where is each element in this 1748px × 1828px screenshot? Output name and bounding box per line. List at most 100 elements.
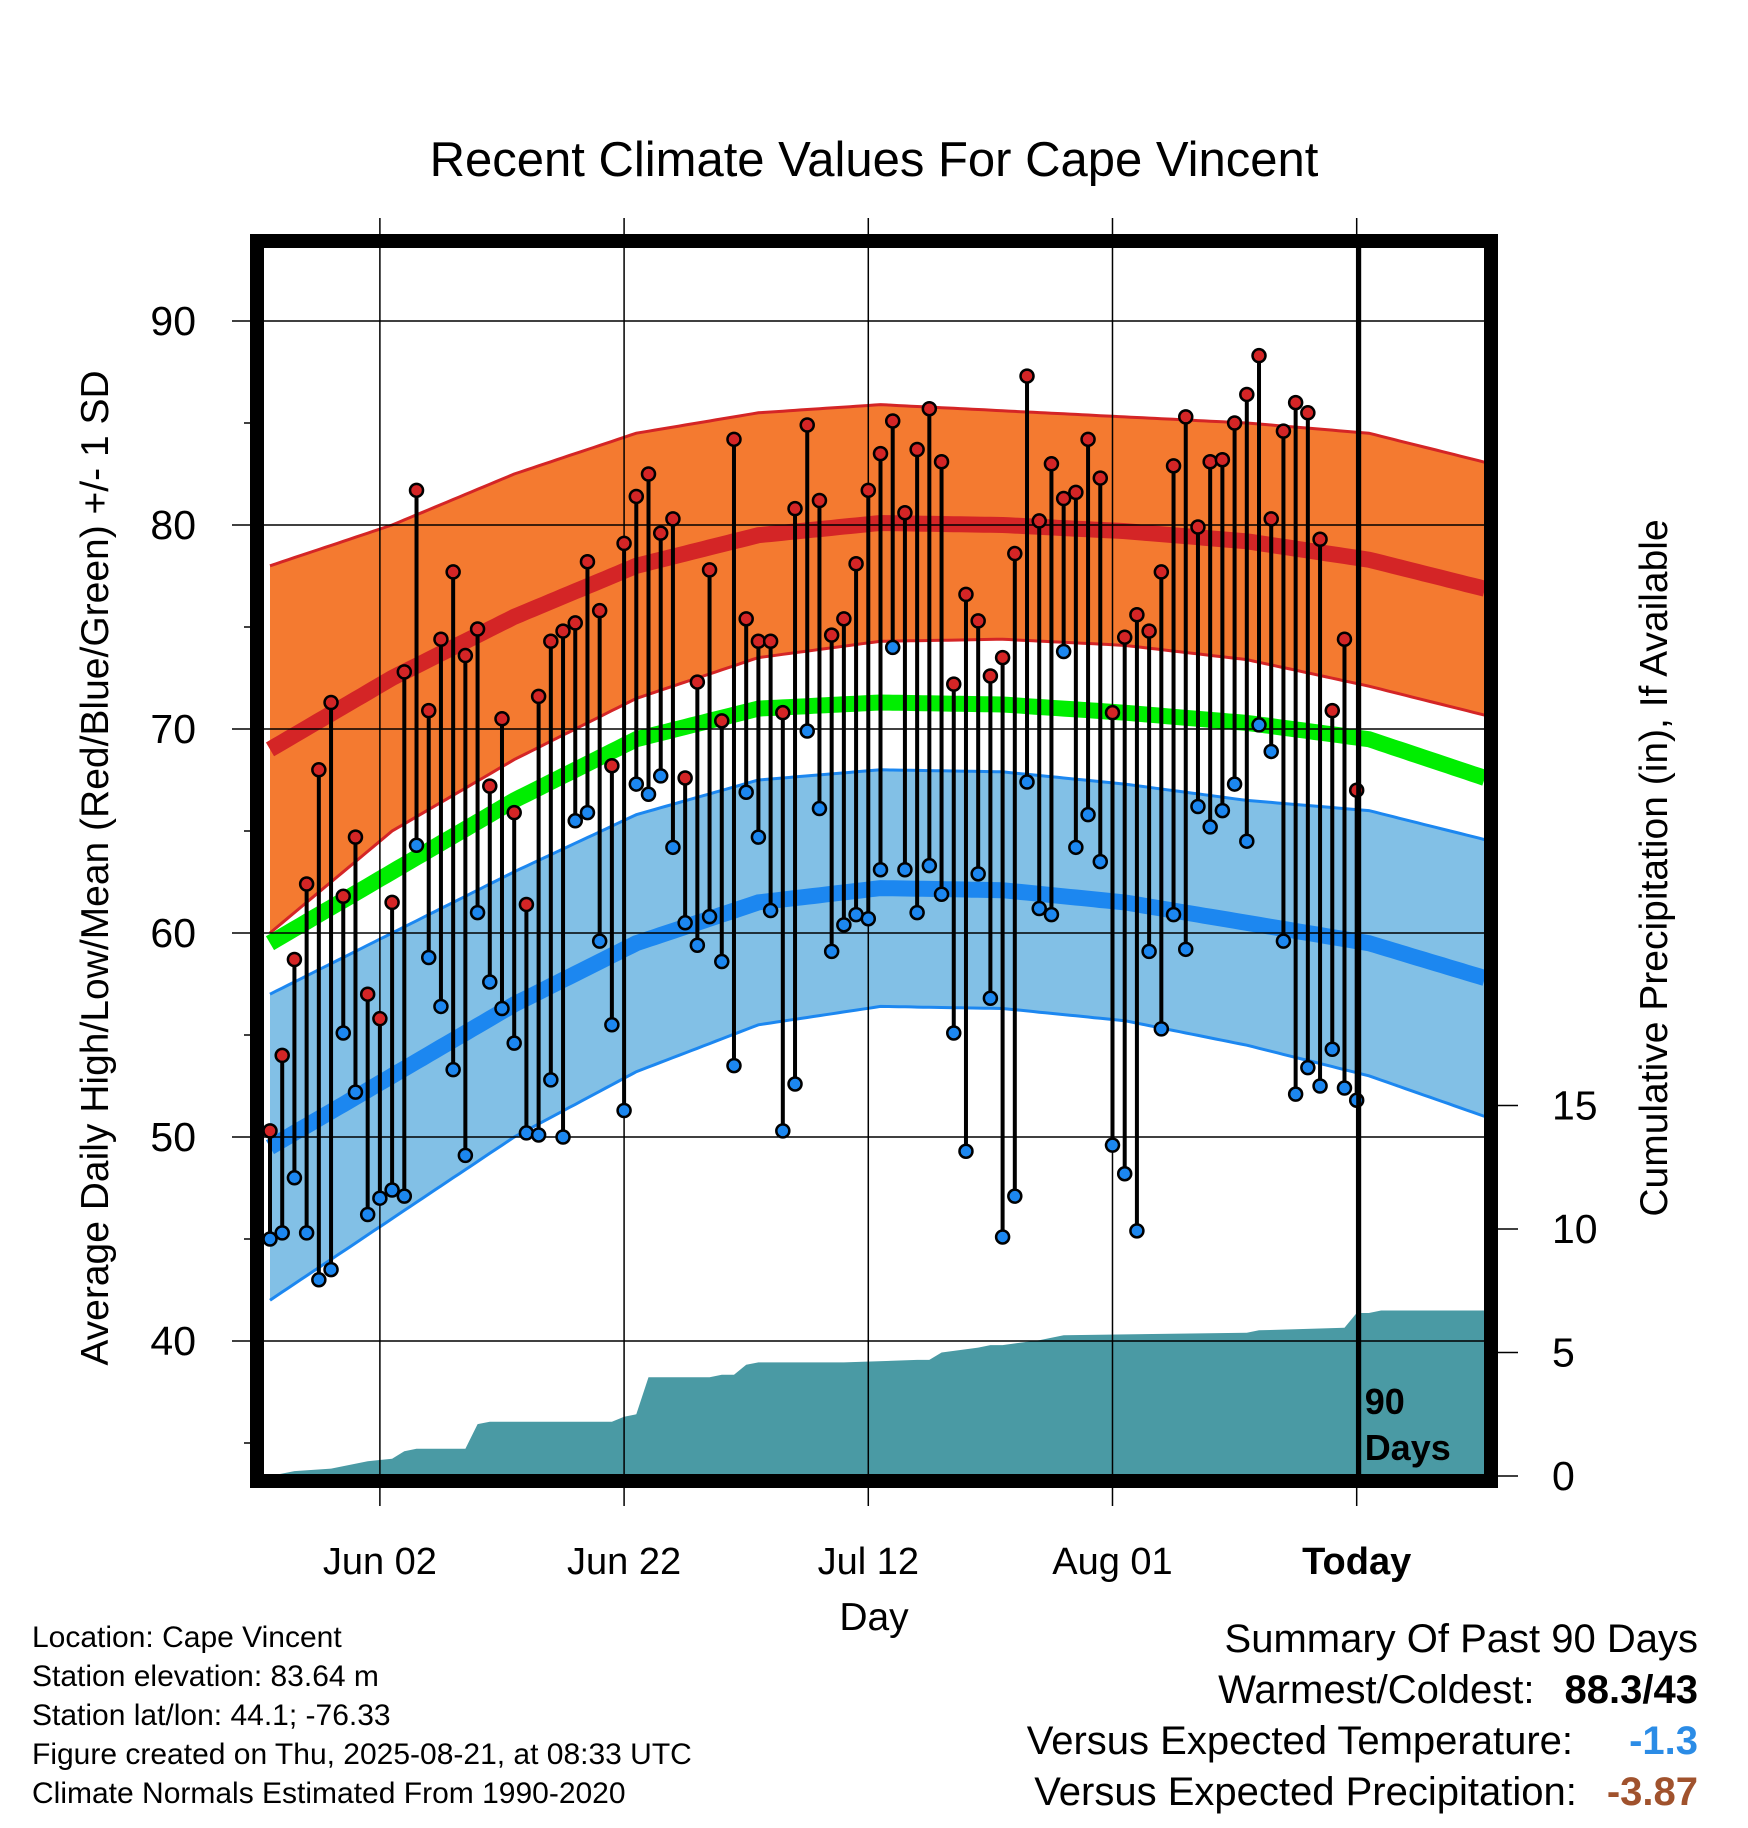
y2-tick-label: 15 [1552, 1083, 1598, 1129]
low-point [420, 949, 437, 966]
low-point [1043, 906, 1060, 923]
low-point [1080, 806, 1096, 823]
high-point [1031, 513, 1047, 529]
elevation-text: Station elevation: 83.64 m [32, 1660, 379, 1693]
high-point [677, 770, 693, 786]
marker-label-line1: 90 [1365, 1381, 1405, 1422]
low-point [775, 1123, 791, 1139]
low-point [518, 1125, 535, 1141]
high-point [1007, 545, 1023, 562]
low-point [860, 910, 877, 927]
low-point [738, 784, 754, 800]
low-point [787, 1076, 803, 1092]
temp-label: Versus Expected Temperature: [1026, 1719, 1573, 1763]
y2-axis-label: Cumulative Precipitation (in), If Availa… [1633, 519, 1676, 1216]
y2-tick-label: 5 [1552, 1330, 1575, 1376]
y-tick-label: 50 [150, 1114, 196, 1160]
high-point [1226, 415, 1243, 431]
high-point [1251, 347, 1267, 364]
y-tick-label: 80 [150, 502, 196, 548]
low-point [262, 1231, 278, 1247]
low-point [530, 1127, 547, 1143]
low-point [982, 990, 999, 1007]
low-point [726, 1057, 742, 1074]
x-tick-label: Aug 01 [1052, 1541, 1172, 1583]
low-point [640, 786, 657, 803]
low-point [1092, 853, 1109, 870]
low-point [616, 1102, 632, 1119]
high-point [1141, 623, 1157, 639]
high-point [311, 762, 327, 778]
summary-title: Summary Of Past 90 Days [1027, 1614, 1698, 1665]
high-point [860, 482, 877, 499]
low-point [347, 1084, 364, 1100]
high-point [1104, 704, 1121, 721]
low-point [1019, 774, 1035, 790]
temp-value: -1.3 [1629, 1719, 1698, 1763]
high-point [1190, 519, 1206, 535]
high-point [701, 562, 718, 578]
low-point [494, 1000, 510, 1017]
low-point [799, 723, 815, 739]
low-point [823, 943, 840, 960]
low-point [921, 857, 938, 874]
low-point [433, 998, 449, 1015]
high-point [457, 647, 474, 664]
high-point [628, 488, 645, 505]
high-point [652, 525, 669, 541]
high-point [1019, 368, 1035, 384]
low-point [555, 1129, 571, 1145]
high-point [970, 613, 986, 629]
high-point [408, 482, 425, 499]
high-point [946, 676, 962, 692]
low-point [1165, 906, 1182, 923]
latlon-text: Station lat/lon: 44.1; -76.33 [32, 1699, 391, 1732]
high-point [1178, 409, 1194, 425]
high-point [396, 664, 413, 680]
high-point [518, 896, 535, 913]
low-point [457, 1147, 474, 1164]
created-text: Figure created on Thu, 2025-08-21, at 08… [32, 1738, 692, 1771]
high-point [347, 829, 364, 845]
high-point [286, 951, 303, 968]
high-point [689, 674, 706, 690]
high-point [433, 631, 449, 647]
low-band-lower-edge [269, 1004, 1486, 1302]
y-tick-label: 40 [150, 1318, 196, 1364]
high-point [579, 553, 596, 570]
high-point [604, 757, 620, 774]
high-point [469, 621, 486, 637]
low-point [384, 1182, 400, 1198]
high-point [482, 778, 498, 794]
high-point [591, 602, 608, 619]
x-axis-label: Day [839, 1596, 909, 1639]
low-point [604, 1017, 620, 1033]
high-point [836, 611, 852, 627]
low-point [1300, 1059, 1316, 1076]
low-point [836, 917, 852, 933]
x-tick-label: Jul 12 [818, 1541, 919, 1583]
high-point [298, 876, 315, 892]
low-point [933, 886, 950, 902]
warmest-value: 88.3/43 [1564, 1668, 1698, 1712]
high-point [359, 986, 376, 1002]
low-point [1324, 1041, 1341, 1058]
low-point [1336, 1080, 1353, 1096]
precip-value: -3.87 [1606, 1770, 1698, 1814]
low-point [714, 953, 730, 970]
high-point [1055, 490, 1072, 507]
high-point [1275, 423, 1292, 439]
high-point [799, 417, 815, 433]
high-point [1202, 454, 1218, 470]
low-point [579, 804, 596, 821]
high-point [1153, 564, 1170, 580]
high-point [1068, 484, 1084, 501]
high-point [714, 713, 730, 729]
high-point [616, 535, 632, 552]
high-point [775, 704, 791, 721]
high-point [762, 633, 779, 650]
high-point [665, 511, 681, 527]
low-point [1263, 743, 1279, 760]
low-point [1312, 1078, 1328, 1094]
high-point [1263, 511, 1279, 527]
